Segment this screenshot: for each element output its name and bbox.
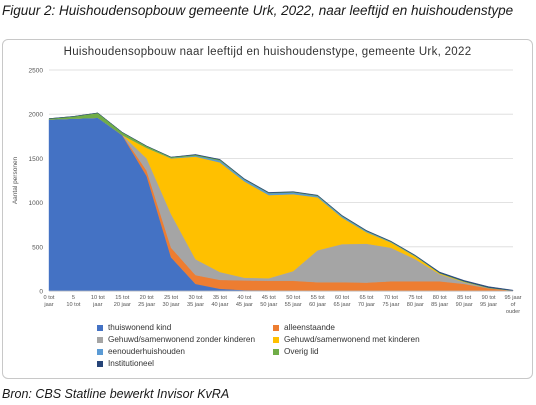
legend-swatch (97, 360, 103, 367)
x-tick-label: 90 tot 95 jaar (480, 295, 497, 308)
legend-swatch (97, 324, 103, 331)
y-tick-label: 500 (32, 244, 43, 251)
x-tick-label: 5 10 tot (66, 295, 80, 308)
source-note: Bron: CBS Statline bewerkt Invisor KvRA (2, 387, 230, 401)
legend-swatch (273, 348, 279, 355)
legend-label: alleenstaande (284, 323, 335, 332)
legend-item: Gehuwd/samenwonend zonder kinderen (97, 335, 255, 344)
x-tick-label: 75 tot 80 jaar (407, 295, 424, 308)
legend-label: Gehuwd/samenwonend met kinderen (284, 335, 420, 344)
y-tick-label: 2000 (29, 112, 44, 119)
x-tick-label: 85 tot 90 jaar (456, 295, 473, 308)
legend-label: thuiswonend kind (108, 323, 172, 332)
x-tick-label: 60 tot 65 jaar (333, 295, 350, 308)
legend-item: Gehuwd/samenwonend met kinderen (273, 335, 420, 344)
figure-caption: Figuur 2: Huishoudensopbouw gemeente Urk… (2, 3, 514, 18)
x-tick-label: 15 tot 20 jaar (114, 295, 131, 308)
legend-item: Institutioneel (97, 359, 154, 368)
legend-swatch (273, 336, 279, 343)
y-axis-label: Aantal personen (12, 156, 19, 204)
y-tick-label: 1500 (29, 156, 44, 163)
legend-label: eenouderhuishouden (108, 347, 185, 356)
chart-card: Huishoudensopbouw naar leeftijd en huish… (2, 39, 533, 379)
legend-swatch (97, 348, 103, 355)
legend-label: Gehuwd/samenwonend zonder kinderen (108, 335, 256, 344)
legend-swatch (97, 336, 103, 343)
legend-item: alleenstaande (273, 323, 335, 332)
x-tick-label: 20 tot 25 jaar (138, 295, 155, 308)
y-tick-label: 1000 (29, 200, 44, 207)
legend-swatch (273, 324, 279, 331)
legend-item: thuiswonend kind (97, 323, 171, 332)
legend-item: eenouderhuishouden (97, 347, 185, 356)
y-tick-label: 2500 (29, 68, 44, 75)
stacked-area-chart: 0 500 1000 1500 2000 2500 Aantal personen 0 tot… (12, 68, 522, 316)
x-tick-label: 30 tot 35 jaar (187, 295, 204, 308)
x-tick-label: 70 tot 75 jaar (382, 295, 399, 308)
x-tick-label: 35 tot 40 jaar (211, 295, 228, 308)
x-tick-label: 25 tot 30 jaar (163, 295, 180, 308)
legend-label: Institutioneel (108, 359, 154, 368)
x-tick-label: 40 tot 45 jaar (236, 295, 253, 308)
x-tick-label: 10 tot jaar (91, 295, 105, 308)
x-tick-label: 45 tot 50 jaar (260, 295, 277, 308)
legend-label: Overig lid (284, 347, 319, 356)
x-tick-label: 0 tot jaar (43, 295, 55, 308)
x-tick-label: 65 tot 70 jaar (358, 295, 375, 308)
x-tick-label: 50 tot 55 jaar (285, 295, 302, 308)
x-tick-label: 55 tot 60 jaar (309, 295, 326, 308)
x-tick-label: 95 jaar of ouder (504, 295, 521, 315)
legend-item: Overig lid (273, 347, 319, 356)
y-tick-label: 0 (39, 289, 43, 296)
area-institutioneel (48, 112, 514, 291)
chart-title: Huishoudensopbouw naar leeftijd en huish… (63, 46, 472, 58)
x-tick-label: 80 tot 85 jaar (431, 295, 448, 308)
